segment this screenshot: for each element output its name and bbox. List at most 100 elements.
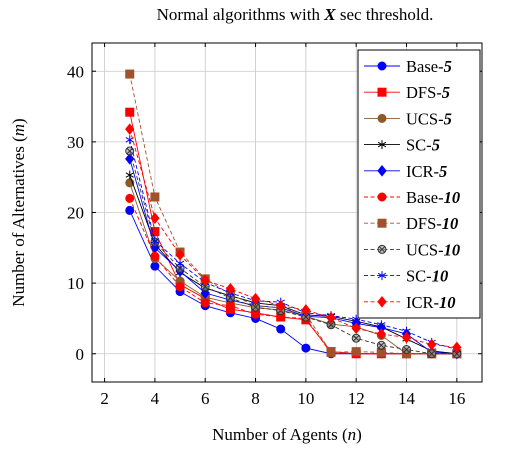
data-point (125, 107, 135, 117)
legend-marker (377, 113, 387, 123)
legend-label: UCS-10 (406, 240, 460, 259)
data-point (150, 251, 160, 261)
legend-label: SC-5 (406, 136, 440, 155)
data-point (427, 349, 437, 359)
series-ucs-10 (125, 146, 462, 359)
legend-entry: Base-5 (364, 57, 452, 76)
legend-label-suffix: 5 (444, 57, 452, 76)
data-point (376, 328, 386, 340)
series-line (129, 129, 457, 348)
legend-entry: DFS-5 (364, 83, 450, 102)
x-tick-label: 2 (100, 389, 109, 408)
data-point (150, 192, 160, 202)
legend-entry: ICR-10 (364, 293, 456, 312)
legend-label: SC-10 (406, 267, 448, 286)
data-point (150, 227, 160, 237)
data-point (376, 340, 386, 350)
x-axis-label-part: Number of Agents ( (212, 425, 348, 444)
series-icr-10 (125, 123, 462, 354)
data-point (351, 347, 361, 357)
data-point (251, 302, 261, 312)
chart-title-part: sec threshold. (336, 5, 434, 24)
legend-marker (377, 295, 387, 308)
data-point (125, 153, 135, 165)
data-point (200, 298, 210, 308)
legend-marker (377, 244, 387, 254)
legend-marker (377, 61, 387, 71)
y-tick-label: 0 (76, 345, 85, 364)
legend-label: Base-10 (406, 188, 460, 207)
legend-marker (377, 271, 387, 281)
data-point (125, 170, 134, 180)
legend-entry: DFS-10 (364, 214, 458, 233)
legend-label-name: SC- (406, 136, 432, 155)
data-point (125, 69, 135, 79)
chart-title: Normal algorithms with X sec threshold. (157, 5, 434, 24)
data-point (125, 146, 135, 156)
legend-label-suffix: 10 (439, 293, 456, 312)
legend-label-name: UCS- (406, 240, 444, 259)
chart-title-layer: Normal algorithms with X sec threshold. (157, 5, 434, 24)
series-line (129, 150, 457, 355)
legend-label-suffix: 10 (442, 214, 459, 233)
data-point (175, 282, 185, 292)
x-axis-label-part: ) (356, 425, 362, 444)
y-tick-label: 40 (67, 62, 84, 81)
legend-marker (377, 218, 387, 228)
data-point (175, 249, 185, 261)
legend-marker (377, 192, 387, 202)
legend-marker (377, 164, 387, 177)
series-line (129, 158, 457, 355)
legend-label-name: ICR- (406, 293, 439, 312)
legend-label-suffix: 10 (444, 188, 461, 207)
legend: Base-5DFS-5UCS-5SC-5ICR-5Base-10DFS-10UC… (357, 49, 481, 319)
data-point (225, 282, 236, 295)
data-point (452, 341, 462, 354)
legend-label: ICR-10 (406, 293, 456, 312)
legend-label-name: SC- (406, 267, 432, 286)
legend-label: ICR-5 (406, 162, 447, 181)
legend-label-name: Base- (406, 57, 444, 76)
data-point (125, 135, 134, 145)
data-point (250, 292, 261, 305)
series-line (129, 139, 457, 350)
data-point (125, 205, 135, 215)
x-axis-label: Number of Agents (n) (212, 425, 362, 444)
y-tick-label: 10 (67, 274, 84, 293)
legend-label: DFS-10 (406, 214, 458, 233)
data-point (326, 311, 336, 324)
data-point (150, 236, 160, 246)
x-tick-label: 14 (398, 389, 416, 408)
legend-entry: SC-5 (364, 136, 440, 155)
legend-label: Base-5 (406, 57, 452, 76)
legend-marker (377, 140, 387, 150)
data-point (175, 263, 185, 273)
legend-entry: UCS-5 (364, 109, 452, 128)
data-point (276, 299, 286, 312)
data-point (402, 345, 412, 355)
x-axis-label-part: n (348, 425, 357, 444)
data-point (351, 322, 361, 335)
legend-label-name: ICR- (406, 162, 439, 181)
legend-label-suffix: 5 (444, 109, 452, 128)
legend-label-name: UCS- (406, 109, 444, 128)
x-tick-label: 12 (348, 389, 365, 408)
plot-layer (125, 69, 462, 360)
legend-label-suffix: 10 (444, 240, 461, 259)
y-axis-label-part: ) (9, 118, 28, 124)
data-point (225, 301, 235, 311)
legend-entry: Base-10 (364, 188, 460, 207)
x-tick-label: 4 (151, 389, 160, 408)
data-point (326, 347, 336, 357)
x-tick-label: 6 (201, 389, 210, 408)
data-point (401, 331, 412, 344)
data-point (351, 333, 361, 343)
series-line (129, 198, 457, 355)
legend-label-name: Base- (406, 188, 444, 207)
y-tick-label: 20 (67, 204, 84, 223)
legend-label: UCS-5 (406, 109, 452, 128)
data-point (125, 123, 135, 135)
legend-label-suffix: 5 (442, 83, 450, 102)
data-point (301, 304, 311, 316)
data-point (377, 320, 386, 330)
